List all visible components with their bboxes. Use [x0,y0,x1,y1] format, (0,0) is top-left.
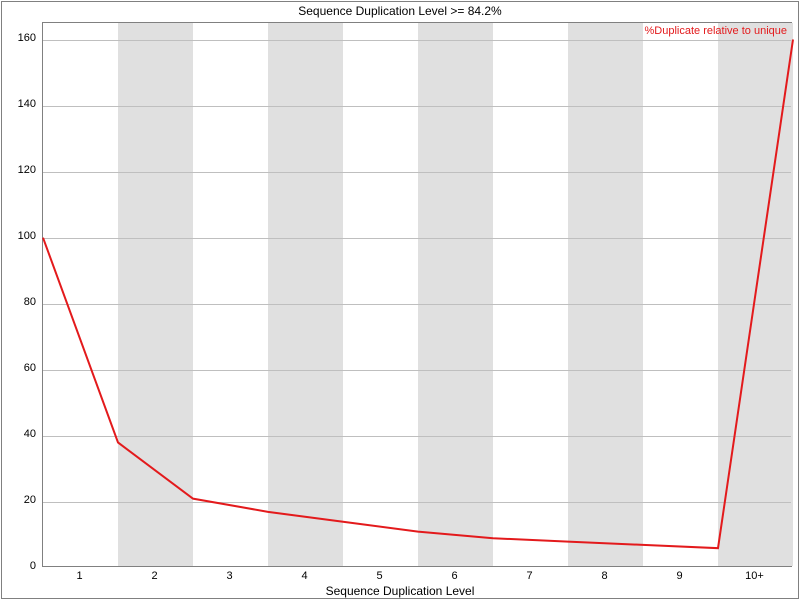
x-tick-label: 7 [510,570,550,582]
x-tick-label: 6 [435,570,475,582]
x-tick-label: 3 [210,570,250,582]
legend-label: %Duplicate relative to unique [645,25,787,37]
x-tick-label: 1 [60,570,100,582]
series-line [43,40,793,549]
x-tick-label: 10+ [735,570,775,582]
x-tick-label: 8 [585,570,625,582]
y-tick-label: 0 [30,560,36,572]
y-tick-label: 160 [18,32,36,44]
y-tick-label: 80 [24,296,36,308]
y-tick-label: 20 [24,494,36,506]
y-tick-label: 140 [18,98,36,110]
y-tick-label: 40 [24,428,36,440]
x-tick-label: 9 [660,570,700,582]
chart-title: Sequence Duplication Level >= 84.2% [2,4,798,18]
y-tick-label: 60 [24,362,36,374]
x-axis-label: Sequence Duplication Level [2,584,798,598]
x-tick-label: 5 [360,570,400,582]
x-tick-label: 4 [285,570,325,582]
plot-area: %Duplicate relative to unique [42,22,792,567]
x-tick-label: 2 [135,570,175,582]
y-tick-label: 100 [18,230,36,242]
line-layer [43,23,793,568]
chart-outer-frame: Sequence Duplication Level >= 84.2% %Dupl… [1,1,799,599]
y-tick-label: 120 [18,164,36,176]
